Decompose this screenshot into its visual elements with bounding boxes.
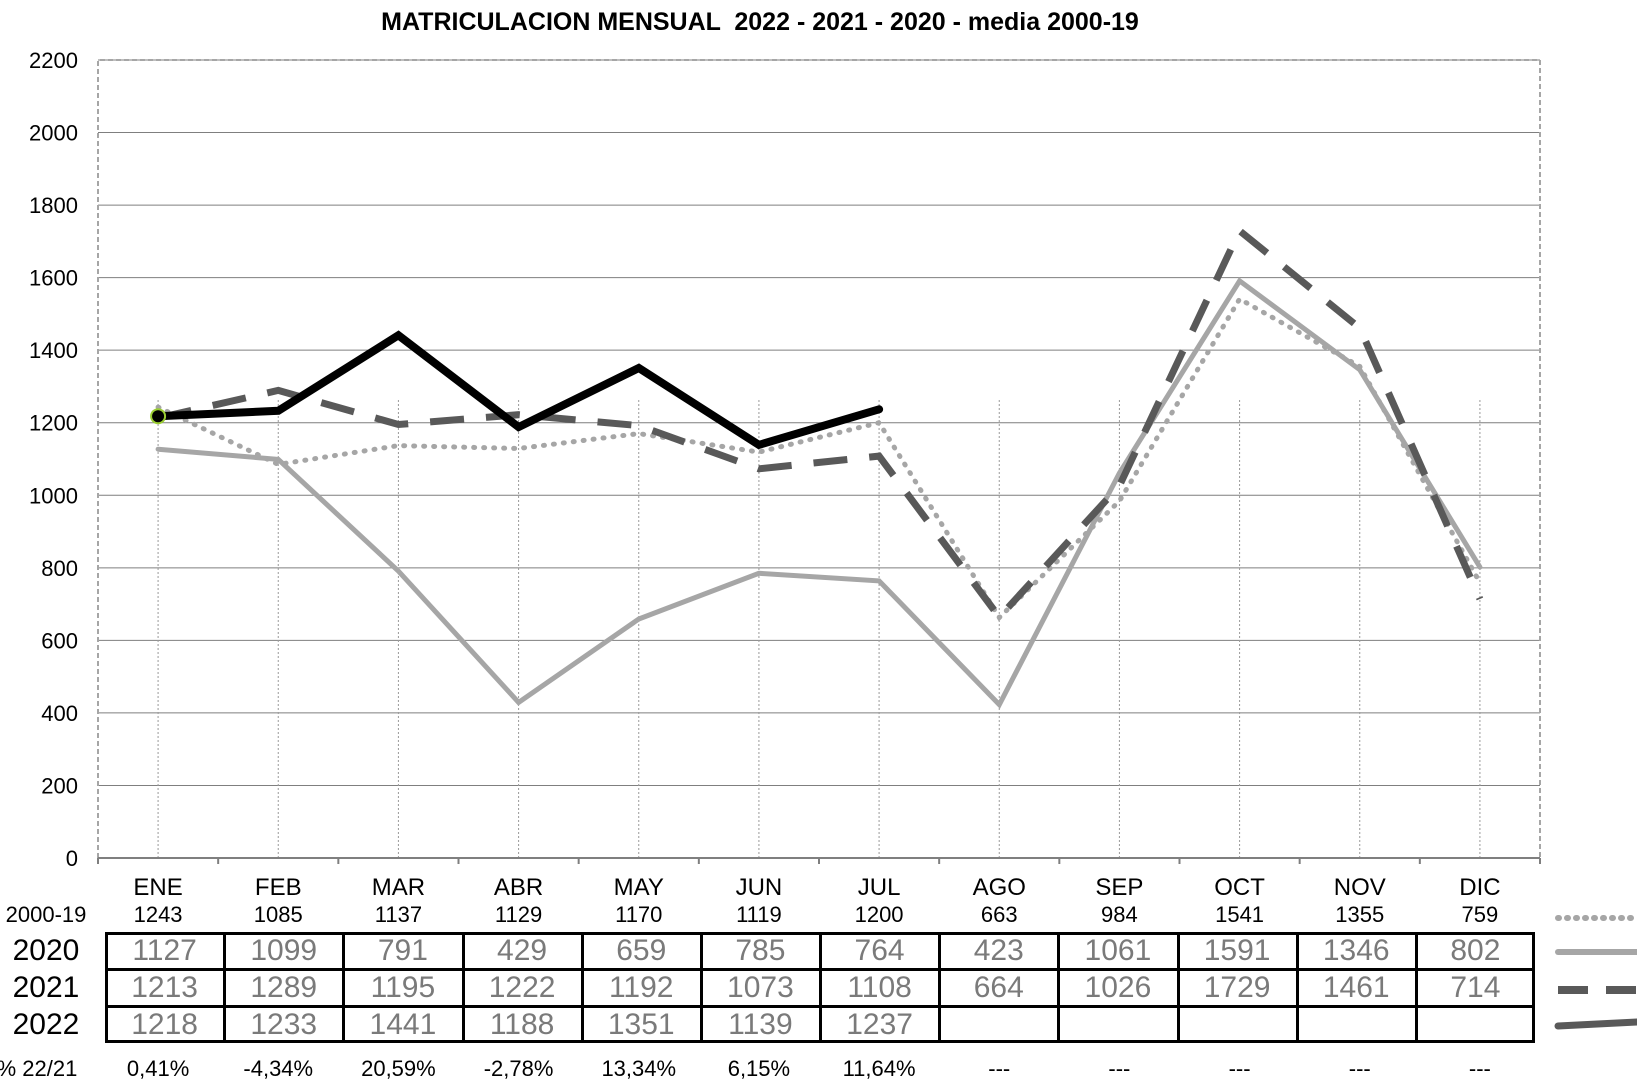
table-col-divider xyxy=(1414,932,1418,1043)
table-col-divider xyxy=(938,932,942,1043)
chart-title: MATRICULACION MENSUAL 2022 - 2021 - 2020… xyxy=(381,8,1139,36)
table-cell: 1073 xyxy=(727,971,794,1004)
legend-swatch-2022 xyxy=(1554,1018,1637,1030)
table-col-divider xyxy=(342,932,346,1043)
table-cell: 791 xyxy=(377,934,428,967)
series-marker-2022 xyxy=(150,408,167,425)
y-tick-label: 400 xyxy=(41,701,78,726)
table-cell: 1218 xyxy=(131,1008,198,1041)
table-cell: 1541 xyxy=(1215,902,1265,927)
category-label: OCT xyxy=(1214,874,1265,901)
category-label: DIC xyxy=(1459,874,1501,901)
table-cell: 1188 xyxy=(489,1008,555,1041)
y-tick-label: 2200 xyxy=(29,48,78,73)
category-label: NOV xyxy=(1333,874,1386,901)
y-tick-label: 1200 xyxy=(29,411,78,436)
y-tick-label: 1400 xyxy=(29,338,78,363)
category-label: MAR xyxy=(371,874,426,901)
table-col-divider xyxy=(699,932,703,1043)
category-label: FEB xyxy=(254,874,302,901)
series-line-2020 xyxy=(155,277,1483,709)
table-cell: 764 xyxy=(854,934,905,967)
category-label: JUN xyxy=(735,874,783,901)
table-col-divider xyxy=(1176,932,1180,1043)
table-cell: 1200 xyxy=(854,902,904,927)
table-cell: 1170 xyxy=(615,902,663,927)
table-cell: 1139 xyxy=(728,1008,793,1041)
table-cell: 1195 xyxy=(370,971,436,1004)
table-cell: 1289 xyxy=(250,971,318,1004)
table-cell: 1061 xyxy=(1084,934,1152,967)
series-line-2021 xyxy=(157,225,1484,623)
y-tick-label: 1800 xyxy=(29,193,78,218)
category-label: MAY xyxy=(613,874,664,901)
y-tick-label: 1600 xyxy=(29,266,78,291)
category-label: JUL xyxy=(857,874,901,901)
y-tick-label: 2000 xyxy=(29,121,78,146)
table-col-divider xyxy=(819,932,822,1043)
y-tick-label: 600 xyxy=(41,628,78,653)
table-cell: 1137 xyxy=(374,902,423,927)
series-line-2022 xyxy=(154,330,884,450)
y-tick-label: 1000 xyxy=(29,483,78,508)
category-label: ABR xyxy=(493,874,544,901)
table-cell: 1119 xyxy=(736,902,782,927)
table-cell: 802 xyxy=(1450,934,1501,967)
y-tick-label: 800 xyxy=(41,556,78,581)
y-tick-label: 0 xyxy=(66,846,78,871)
series-line-2000-19 xyxy=(155,295,1483,622)
table-cell: 1355 xyxy=(1335,902,1385,927)
table-cell: 1085 xyxy=(253,902,303,927)
table-cell: 429 xyxy=(497,934,548,967)
category-label: SEP xyxy=(1095,874,1144,901)
table-cell: 423 xyxy=(973,934,1024,967)
table-cell: 1222 xyxy=(488,971,556,1004)
table-cell: 1099 xyxy=(250,934,318,967)
row-label: 2022 xyxy=(12,1008,80,1041)
table-cell: 984 xyxy=(1101,902,1138,927)
table-cell: 1127 xyxy=(132,934,197,967)
row-label: 2021 xyxy=(12,971,80,1004)
table-cell: 1243 xyxy=(133,902,183,927)
table-cell: 1213 xyxy=(131,971,198,1004)
table-cell: 1346 xyxy=(1322,934,1390,967)
table-col-divider xyxy=(223,932,227,1043)
table-cell: 1591 xyxy=(1203,934,1271,967)
table-cell: 1192 xyxy=(608,971,674,1004)
table-cell: 1461 xyxy=(1322,971,1390,1004)
table-col-divider xyxy=(461,932,465,1043)
table-cell: 1233 xyxy=(250,1008,318,1041)
table-cell: 714 xyxy=(1450,971,1501,1004)
table-col-divider xyxy=(1057,932,1061,1043)
table-col-divider xyxy=(580,932,584,1043)
table-cell: 1237 xyxy=(846,1008,913,1041)
row-label: 2000-19 xyxy=(5,902,87,927)
table-cell: 659 xyxy=(616,934,667,967)
table-cell: 1441 xyxy=(369,1008,437,1041)
table-col-divider xyxy=(1295,932,1299,1043)
table-cell: 1351 xyxy=(607,1008,675,1041)
table-cell: 664 xyxy=(973,971,1024,1004)
category-label: ENE xyxy=(133,874,183,901)
y-tick-label: 200 xyxy=(41,773,78,798)
table-cell: 663 xyxy=(980,902,1018,927)
table-cell: 785 xyxy=(735,934,786,967)
table-cell: 1729 xyxy=(1203,971,1271,1004)
table-cell: 1026 xyxy=(1084,971,1152,1004)
row-label: 2020 xyxy=(12,934,80,967)
category-label: AGO xyxy=(972,874,1026,901)
table-cell: 1108 xyxy=(847,971,912,1004)
table-cell: 1129 xyxy=(494,902,543,927)
table-cell: 759 xyxy=(1461,902,1499,927)
